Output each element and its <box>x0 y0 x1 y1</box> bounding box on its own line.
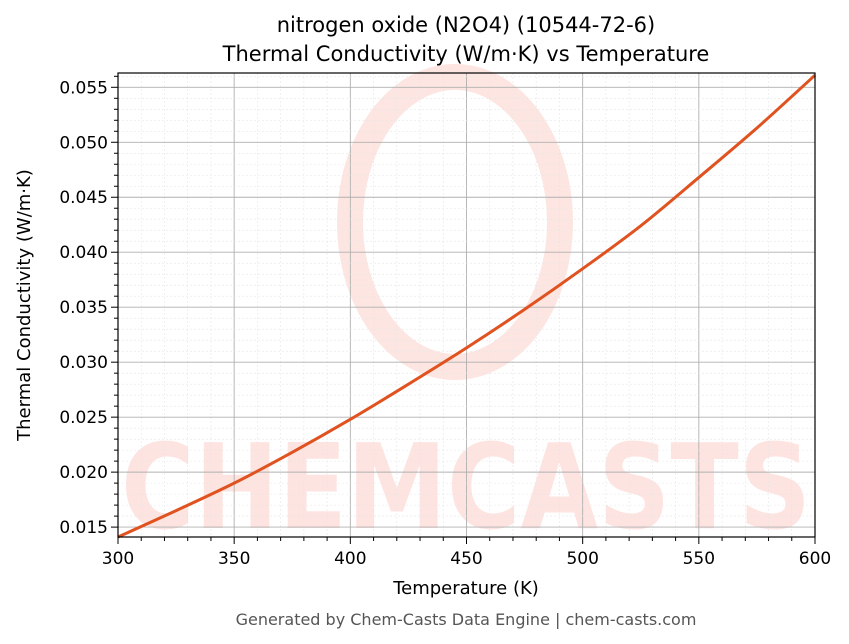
x-tick-label: 550 <box>683 549 715 569</box>
y-tick-label: 0.045 <box>59 188 108 208</box>
x-tick-label: 500 <box>566 549 598 569</box>
x-axis-label: Temperature (K) <box>392 578 539 599</box>
y-tick-label: 0.020 <box>59 463 108 483</box>
chart-subtitle: Thermal Conductivity (W/m·K) vs Temperat… <box>222 42 710 66</box>
chart-title: nitrogen oxide (N2O4) (10544-72-6) <box>277 13 655 37</box>
y-tick-label: 0.030 <box>59 353 108 373</box>
svg-text:CHEMCASTS: CHEMCASTS <box>121 418 811 556</box>
y-tick-label: 0.015 <box>59 518 108 538</box>
x-tick-label: 450 <box>450 549 482 569</box>
y-tick-label: 0.055 <box>59 78 108 98</box>
y-axis-label: Thermal Conductivity (W/m·K) <box>14 169 35 442</box>
watermark-logo: CHEMCASTS <box>121 64 811 556</box>
y-tick-label: 0.050 <box>59 133 108 153</box>
x-tick-label: 600 <box>799 549 831 569</box>
x-tick-label: 350 <box>218 549 250 569</box>
series-line <box>117 74 817 539</box>
y-tick-label: 0.040 <box>59 243 108 263</box>
x-tick-label: 400 <box>334 549 366 569</box>
y-tick-label: 0.025 <box>59 408 108 428</box>
x-tick-label: 300 <box>102 549 134 569</box>
footer-credit: Generated by Chem-Casts Data Engine | ch… <box>236 610 697 629</box>
y-tick-label: 0.035 <box>59 298 108 318</box>
